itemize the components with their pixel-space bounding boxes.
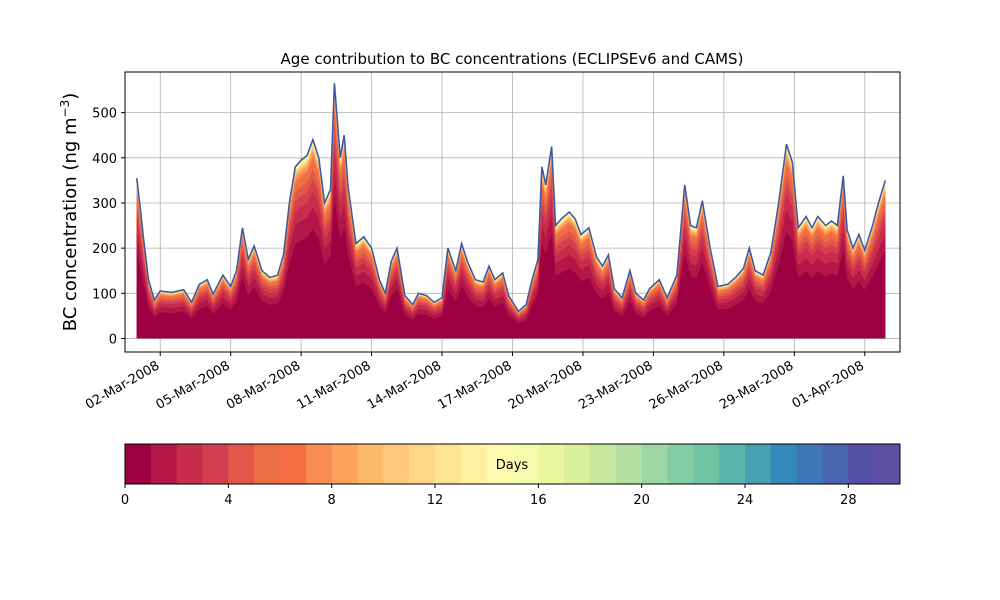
colorbar-bin <box>667 444 694 484</box>
x-tick-label: 26-Mar-2008 <box>647 358 726 412</box>
colorbar-bin <box>848 444 875 484</box>
x-tick-label: 20-Mar-2008 <box>506 358 585 412</box>
colorbar-bin <box>357 444 384 484</box>
colorbar-label: Days <box>496 458 529 473</box>
colorbar-bin <box>460 444 488 484</box>
total-line <box>135 83 887 313</box>
colorbar-bin <box>719 444 746 484</box>
x-tick-label: 02-Mar-2008 <box>83 358 162 412</box>
colorbar-bin <box>125 444 152 484</box>
colorbar-frame <box>124 443 901 485</box>
colorbar-bin <box>202 444 229 484</box>
x-axis: 02-Mar-200805-Mar-200808-Mar-200811-Mar-… <box>83 352 867 413</box>
colorbar-bin <box>409 444 436 484</box>
y-tick-label: 300 <box>92 197 117 212</box>
y-tick-label: 100 <box>92 287 117 302</box>
x-tick-label: 17-Mar-2008 <box>435 358 514 412</box>
y-tick-label: 200 <box>92 242 117 257</box>
colorbar-bin <box>228 444 255 484</box>
x-tick-label: 14-Mar-2008 <box>365 358 444 412</box>
x-tick-label: 05-Mar-2008 <box>154 358 233 412</box>
x-tick-label: 01-Apr-2008 <box>790 358 867 411</box>
colorbar-tick-label: 4 <box>224 493 232 508</box>
colorbar-bin <box>615 444 643 484</box>
colorbar-bin <box>641 444 668 484</box>
colorbar-bin <box>383 444 410 484</box>
total-series-line <box>135 83 887 313</box>
colorbar-bin <box>435 444 462 484</box>
chart-title: Age contribution to BC concentrations (E… <box>281 50 744 68</box>
colorbar-bin <box>874 444 901 484</box>
x-tick-label: 08-Mar-2008 <box>224 358 303 412</box>
y-axis-label-sup: −3 <box>58 100 72 118</box>
colorbar-bin <box>331 444 358 484</box>
colorbar-tick-label: 0 <box>121 493 129 508</box>
colorbar-bin <box>590 444 617 484</box>
colorbar-tick-label: 16 <box>530 493 547 508</box>
y-axis-label-main: BC concentration (ng m <box>60 117 81 331</box>
colorbar-bin <box>745 444 772 484</box>
colorbar-tick-label: 20 <box>633 493 650 508</box>
y-axis: 0 100 200 300 400 500 <box>92 107 125 347</box>
y-axis-label: BC concentration (ng m−3) <box>58 93 81 332</box>
colorbar-bin <box>150 444 178 484</box>
age-band-0 <box>136 198 886 339</box>
x-tick-label: 29-Mar-2008 <box>717 358 796 412</box>
colorbar-tick-label: 8 <box>328 493 336 508</box>
colorbar-bin <box>280 444 307 484</box>
y-tick-label: 0 <box>109 332 117 347</box>
colorbar-bin <box>176 444 203 484</box>
colorbar-bin <box>486 444 513 484</box>
age-bands <box>136 83 886 339</box>
colorbar-tick-label: 28 <box>840 493 857 508</box>
colorbar-ticks: 0 4 8 12 16 20 24 28 <box>121 484 857 508</box>
x-tick-label: 11-Mar-2008 <box>294 358 373 412</box>
y-tick-label: 500 <box>92 107 117 122</box>
colorbar-bin <box>822 444 849 484</box>
colorbar-bin <box>564 444 591 484</box>
colorbar-bin <box>538 444 565 484</box>
colorbar-bin <box>796 444 823 484</box>
y-axis-label-close: ) <box>60 93 81 100</box>
colorbar-tick-label: 24 <box>737 493 754 508</box>
colorbar-bin <box>512 444 539 484</box>
colorbar: Days 0 4 8 12 16 20 24 28 <box>121 443 901 508</box>
colorbar-tick-label: 12 <box>427 493 444 508</box>
colorbar-bin <box>693 444 720 484</box>
y-tick-label: 400 <box>92 152 117 167</box>
colorbar-bin <box>305 444 333 484</box>
x-tick-label: 23-Mar-2008 <box>576 358 655 412</box>
colorbar-bins <box>125 444 901 484</box>
colorbar-bin <box>770 444 798 484</box>
colorbar-bin <box>254 444 281 484</box>
